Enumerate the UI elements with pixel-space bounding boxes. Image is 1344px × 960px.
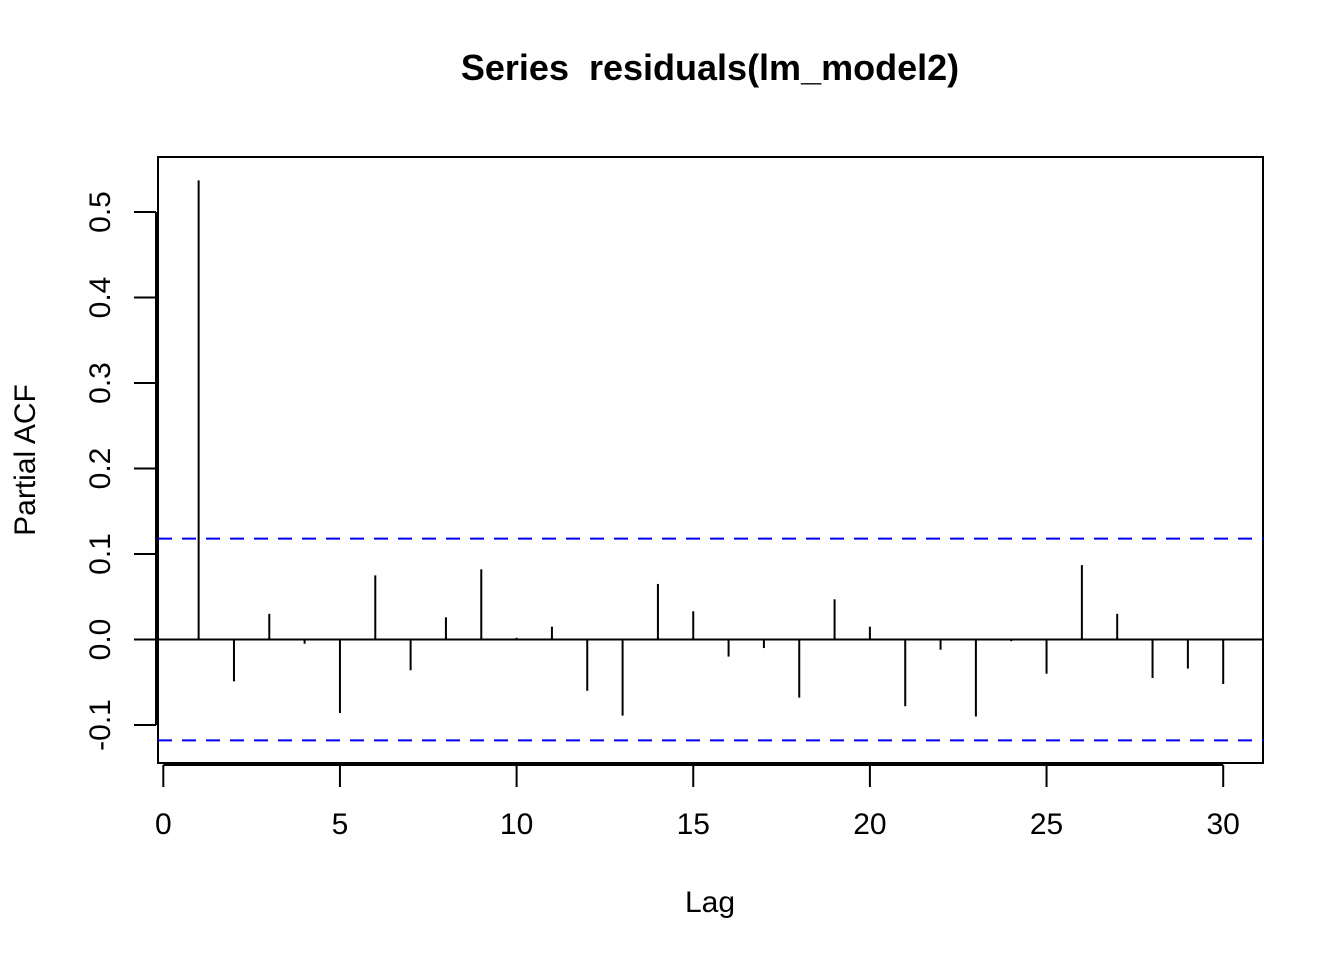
x-tick-label: 0 — [155, 808, 172, 841]
y-tick-label: 0.3 — [84, 362, 117, 404]
x-tick-label: 15 — [677, 808, 710, 841]
chart-title: Series residuals(lm_model2) — [461, 47, 959, 88]
y-tick-label: 0.5 — [84, 191, 117, 233]
x-tick-label: 30 — [1207, 808, 1240, 841]
y-tick-label: 0.2 — [84, 448, 117, 490]
x-tick-label: 10 — [500, 808, 533, 841]
x-tick-label: 5 — [332, 808, 349, 841]
y-tick-label: -0.1 — [84, 699, 117, 751]
pacf-bars — [197, 180, 1225, 717]
x-axis-label: Lag — [685, 886, 735, 919]
plot-frame — [157, 156, 1264, 764]
y-tick-label: 0.4 — [84, 277, 117, 319]
y-axis-label: Partial ACF — [9, 384, 42, 536]
y-axis: -0.1 0.0 0.1 0.2 0.3 0.4 0.5 — [84, 191, 157, 751]
y-tick-label: 0.1 — [84, 533, 117, 575]
y-tick-label: 0.0 — [84, 619, 117, 661]
x-tick-label: 25 — [1030, 808, 1063, 841]
x-axis: 0 5 10 15 20 25 30 — [155, 764, 1240, 841]
x-tick-label: 20 — [853, 808, 886, 841]
